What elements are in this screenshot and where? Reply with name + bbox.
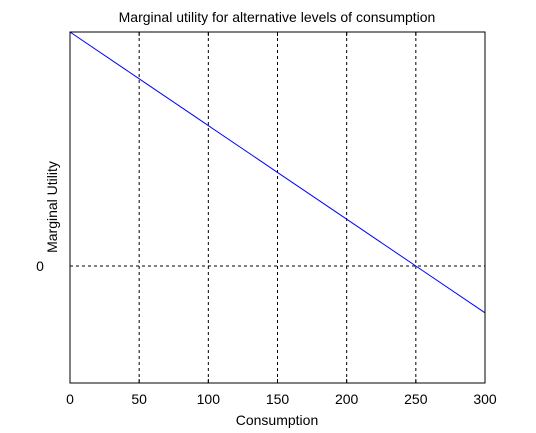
x-tick-label: 300 — [473, 391, 497, 407]
grid-lines — [70, 32, 485, 383]
y-axis-label: Marginal Utility — [44, 161, 60, 253]
x-tick-label: 200 — [335, 391, 359, 407]
x-ticks: 0 50 100 150 200 250 300 — [66, 32, 497, 407]
x-tick-label: 100 — [197, 391, 221, 407]
x-tick-label: 250 — [404, 391, 428, 407]
series-layer — [69, 31, 486, 314]
series-line — [69, 31, 486, 314]
y-ticks: 0 — [36, 258, 44, 274]
y-tick-label: 0 — [36, 258, 44, 274]
x-tick-label: 50 — [131, 391, 147, 407]
x-axis-label: Consumption — [236, 412, 319, 428]
chart-title: Marginal utility for alternative levels … — [119, 9, 436, 25]
x-tick-label: 0 — [66, 391, 74, 407]
x-tick-label: 150 — [266, 391, 290, 407]
